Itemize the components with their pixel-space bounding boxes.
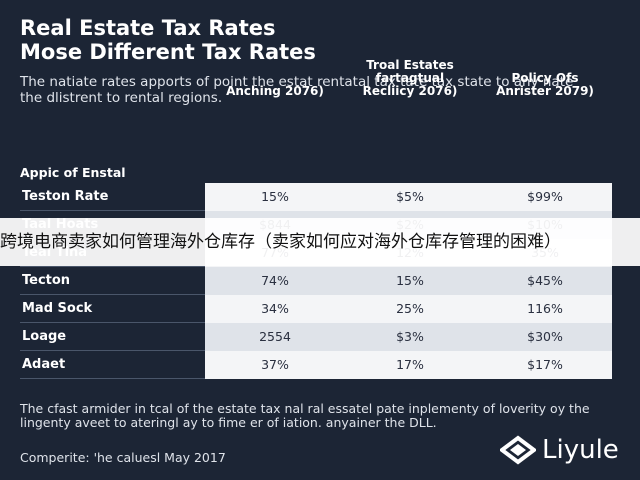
- column-header: Appic of Enstal: [20, 165, 126, 180]
- table-row: Mad Sock 34% 25% 116%: [20, 295, 612, 323]
- row-label: Loage: [20, 323, 205, 351]
- column-header: Anching 2076): [226, 84, 324, 98]
- table-cell: $99%: [527, 189, 563, 204]
- table-row: Teston Rate 15% $5% $99%: [20, 183, 612, 211]
- banner: 跨境电商卖家如何管理海外仓库存（卖家如何应对海外仓库存管理的困难）: [0, 218, 640, 266]
- table-cell: 116%: [527, 301, 563, 316]
- table-row: Loage 2554 $3% $30%: [20, 323, 612, 351]
- table-cell: 15%: [261, 189, 289, 204]
- subtitle: The natiate rates apports of point the e…: [20, 74, 574, 106]
- table-cell: 15%: [396, 273, 424, 288]
- source: Comperite: 'he caluesl May 2017: [20, 450, 226, 465]
- table-cell: 37%: [261, 357, 289, 372]
- title-line: Mose Different Tax Rates: [20, 40, 316, 64]
- column-header: Troal Estates fartagtual Recliicy 2076): [362, 58, 458, 98]
- title-line: Real Estate Tax Rates: [20, 16, 276, 40]
- table-row: Adaet 37% 17% $17%: [20, 351, 612, 379]
- row-background: [205, 295, 612, 323]
- row-label: Mad Sock: [20, 295, 205, 323]
- row-background: [205, 267, 612, 295]
- row-background: [205, 323, 612, 351]
- row-label: Tecton: [20, 267, 205, 295]
- table-cell: $17%: [527, 357, 563, 372]
- table-row: Tecton 74% 15% $45%: [20, 267, 612, 295]
- table-cell: 25%: [396, 301, 424, 316]
- logo: Liyule: [500, 432, 619, 468]
- row-label: Teston Rate: [20, 183, 205, 211]
- table-cell: 17%: [396, 357, 424, 372]
- table-cell: $3%: [396, 329, 424, 344]
- logo-icon: [500, 435, 536, 465]
- table: Appic of Enstal Anching 2076) Troal Estate…: [20, 58, 612, 379]
- table-cell: 34%: [261, 301, 289, 316]
- table-cell: $5%: [396, 189, 424, 204]
- logo-text: Liyule: [542, 435, 619, 465]
- table-cell: $45%: [527, 273, 563, 288]
- table-cell: 74%: [261, 273, 289, 288]
- table-cell: 2554: [259, 329, 291, 344]
- column-header: Policy Ofs Anrister 2079): [496, 71, 594, 98]
- row-label: Adaet: [20, 351, 205, 379]
- footnote: The cfast armider in tcal of the estate …: [20, 401, 590, 430]
- table-cell: $30%: [527, 329, 563, 344]
- row-background: [205, 183, 612, 211]
- row-background: [205, 351, 612, 379]
